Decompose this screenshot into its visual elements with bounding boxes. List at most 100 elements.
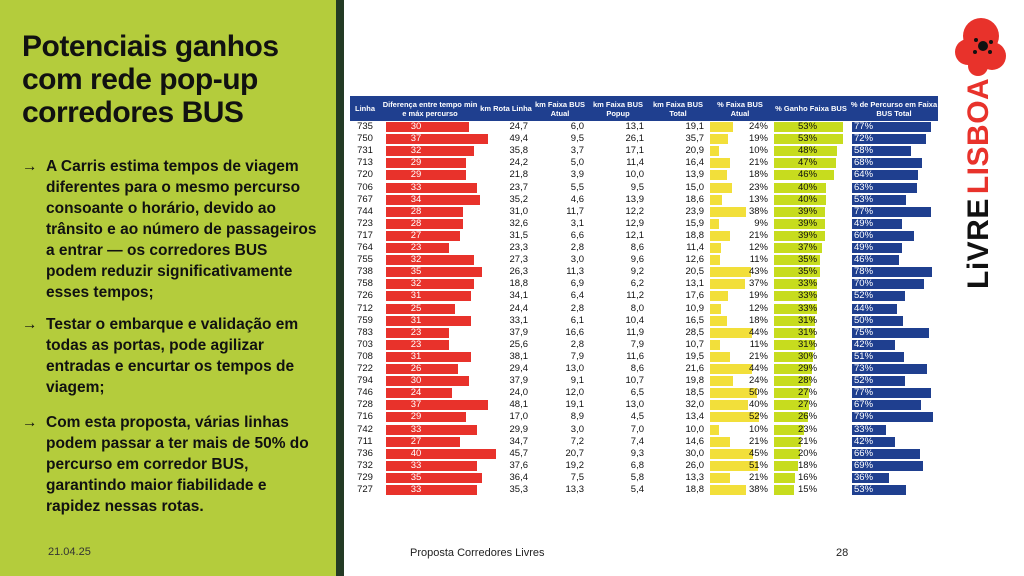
table-row: 711 27 34,7 7,2 7,4 14,6 21% 21% 42% [350, 436, 938, 448]
current-bus-lane-bar [710, 448, 753, 459]
km-value: 3,0 [570, 254, 584, 266]
gain-bus-lane-bar [774, 327, 815, 338]
total-bus-lane-bar [852, 218, 903, 229]
time-diff-label: 33 [410, 459, 422, 471]
km-value: 3,9 [570, 169, 584, 181]
time-diff-bar [386, 279, 474, 290]
total-bus-lane-bar [852, 315, 904, 326]
total-bus-lane-pct: 69% [854, 459, 874, 471]
column-header[interactable]: % de Percurso em Faixa BUS Total [850, 99, 938, 118]
gain-bus-lane-pct: 40% [798, 181, 818, 193]
column-header[interactable]: % Faixa BUS Atual [717, 99, 763, 118]
km-value: 9,5 [570, 133, 584, 145]
current-bus-lane-pct: 44% [748, 363, 768, 374]
gain-bus-lane-bar [774, 339, 815, 350]
km-value: 5,0 [570, 157, 584, 169]
current-bus-lane-pct: 12% [748, 242, 768, 253]
km-value: 45,7 [509, 447, 529, 459]
column-header[interactable]: km Faixa BUS Atual [534, 99, 586, 118]
time-diff-bar [386, 472, 483, 483]
time-diff-label: 28 [410, 217, 422, 229]
table-row: 706 33 23,7 5,5 9,5 15,0 23% 40% 63% [350, 182, 938, 194]
time-diff-label: 23 [410, 326, 422, 338]
gain-bus-lane-bar [774, 460, 798, 471]
current-bus-lane-pct: 13% [748, 193, 768, 205]
total-bus-lane-pct: 49% [854, 217, 874, 229]
table-row: 727 33 35,3 13,3 5,4 18,8 38% 15% 53% [350, 484, 938, 496]
table-row: 713 29 24,2 5,0 11,4 16,4 21% 47% 68% [350, 157, 938, 169]
time-diff-label: 28 [410, 205, 422, 217]
time-diff-label: 27 [410, 435, 422, 447]
total-bus-lane-pct: 75% [854, 326, 874, 338]
current-bus-lane-bar [710, 412, 760, 423]
poppy-flower-icon [955, 18, 1006, 76]
km-value: 29,9 [509, 423, 529, 435]
livre-lisboa-logo: LiVRE LISBOA [955, 18, 1006, 289]
line-number: 758 [357, 278, 373, 290]
km-value: 8,6 [630, 363, 644, 374]
total-bus-lane-pct: 77% [854, 121, 874, 132]
column-header[interactable]: % Ganho Faixa BUS [775, 104, 847, 113]
km-value: 19,1 [565, 399, 585, 411]
km-value: 35,7 [685, 133, 705, 145]
current-bus-lane-pct: 37% [748, 278, 768, 290]
time-diff-label: 33 [410, 181, 422, 193]
total-bus-lane-bar [852, 400, 921, 411]
current-bus-lane-bar [710, 243, 722, 253]
total-bus-lane-pct: 79% [854, 411, 874, 423]
line-number: 767 [357, 193, 373, 205]
km-value: 13,3 [565, 484, 585, 495]
line-number: 729 [357, 471, 373, 483]
km-value: 17,6 [685, 290, 705, 302]
line-number: 750 [357, 133, 373, 145]
column-header[interactable]: km Faixa BUS Popup [592, 99, 644, 118]
time-diff-bar [386, 460, 477, 471]
km-value: 28,5 [685, 326, 705, 338]
km-value: 29,4 [509, 363, 529, 374]
column-header[interactable]: Diferença entre tempo min e máx percurso [382, 99, 478, 118]
km-value: 34,1 [509, 290, 529, 302]
current-bus-lane-bar [710, 400, 748, 411]
km-value: 37,9 [509, 326, 529, 338]
column-header[interactable]: km Faixa BUS Total [652, 99, 704, 118]
gain-bus-lane-bar [774, 351, 814, 362]
table-row: 735 30 24,7 6,0 13,1 19,1 24% 53% 77% [350, 121, 938, 133]
gain-bus-lane-bar [774, 170, 835, 181]
table-row: 726 31 34,1 6,4 11,2 17,6 19% 33% 52% [350, 290, 938, 302]
current-bus-lane-bar [710, 206, 746, 217]
column-header[interactable]: Linha [355, 104, 375, 113]
time-diff-bar [386, 230, 461, 241]
km-value: 14,6 [685, 435, 705, 447]
time-diff-bar [386, 485, 477, 495]
total-bus-lane-pct: 51% [854, 350, 874, 362]
time-diff-label: 25 [410, 302, 422, 314]
time-diff-bar [386, 351, 472, 362]
line-number: 731 [357, 145, 373, 157]
table-row: 794 30 37,9 9,1 10,7 19,8 24% 28% 52% [350, 375, 938, 387]
total-bus-lane-pct: 72% [854, 133, 874, 145]
total-bus-lane-bar [852, 303, 898, 314]
time-diff-bar [386, 364, 458, 374]
total-bus-lane-bar [852, 327, 929, 338]
gain-bus-lane-pct: 27% [798, 399, 818, 411]
column-header[interactable]: km Rota Linha [480, 104, 532, 113]
current-bus-lane-pct: 21% [748, 229, 768, 241]
current-bus-lane-pct: 51% [748, 459, 768, 471]
panel-divider [336, 0, 344, 576]
table-row: 729 35 36,4 7,5 5,8 13,3 21% 16% 36% [350, 472, 938, 484]
km-value: 11,3 [566, 266, 584, 278]
line-number: 712 [357, 302, 373, 314]
line-number: 723 [357, 217, 373, 229]
current-bus-lane-pct: 23% [748, 181, 768, 193]
gain-bus-lane-bar [774, 255, 820, 266]
km-value: 7,0 [630, 423, 644, 435]
gain-bus-lane-bar [774, 194, 827, 205]
total-bus-lane-pct: 63% [854, 181, 874, 193]
current-bus-lane-bar [710, 436, 730, 447]
line-number: 736 [357, 447, 373, 459]
gain-bus-lane-bar [774, 218, 826, 229]
logo-word-livre: LiVRE [962, 198, 995, 289]
km-value: 24,0 [509, 387, 529, 399]
total-bus-lane-pct: 42% [854, 338, 874, 350]
km-value: 23,7 [509, 181, 529, 193]
